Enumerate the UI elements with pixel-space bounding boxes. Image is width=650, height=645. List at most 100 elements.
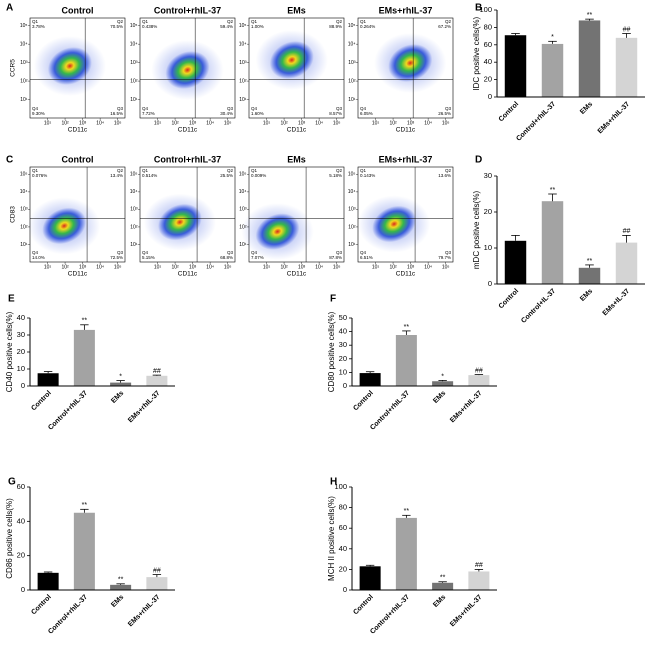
x-tick-label: EMs+IL-37 <box>602 288 632 318</box>
quadrant-percent: 6.05% <box>360 111 373 116</box>
quadrant-name: Q3 <box>117 106 124 111</box>
quadrant-percent: 0.143% <box>360 173 375 178</box>
x-tick-label: EMs <box>579 101 594 116</box>
x-tick-label: EMs <box>110 594 125 609</box>
quadrant-percent: 72.5% <box>110 255 123 260</box>
y-tick-label: 10² <box>130 78 138 84</box>
x-tick-label: EMs <box>110 390 125 405</box>
x-axis-label: CD11c <box>287 127 307 134</box>
bar <box>615 242 638 284</box>
x-tick-label: EMs+rhIL-37 <box>597 101 632 136</box>
x-tick-label: 10⁵ <box>224 120 232 126</box>
significance: ** <box>587 258 593 265</box>
y-tick-label: 10⁵ <box>20 172 28 178</box>
x-tick-label: 10² <box>389 264 397 270</box>
bar <box>73 512 95 590</box>
x-tick-label: 10¹ <box>154 264 162 270</box>
y-tick-label: 10³ <box>348 207 356 213</box>
bar <box>541 43 564 97</box>
y-tick-label: 40 <box>17 516 25 525</box>
x-tick-label: 10² <box>171 120 179 126</box>
x-tick-label: Control+rhIL-37 <box>515 101 557 143</box>
x-tick-label: 10³ <box>189 120 197 126</box>
bar <box>37 373 59 386</box>
y-tick-label: 10² <box>20 78 28 84</box>
quadrant-percent: 26.5% <box>438 111 451 116</box>
y-tick-label: 10⁴ <box>348 189 356 195</box>
significance: ** <box>82 318 88 325</box>
x-tick-label: 10² <box>171 264 179 270</box>
quadrant-percent: 14.0% <box>32 255 45 260</box>
quadrant-percent: 9.30% <box>32 111 45 116</box>
quadrant-name: Q4 <box>142 250 149 255</box>
bar <box>468 571 490 590</box>
plot-title: EMs+rhIL-37 <box>379 5 433 15</box>
plot-title: Control <box>62 154 94 164</box>
panel-letter: A <box>6 3 13 14</box>
x-tick-label: 10² <box>389 120 397 126</box>
quadrant-percent: 68.8% <box>220 255 233 260</box>
quadrant-percent: 0.438% <box>142 24 157 29</box>
y-tick-label: 10 <box>17 364 25 373</box>
quadrant-name: Q4 <box>360 106 367 111</box>
y-tick-label: 10⁴ <box>130 189 138 195</box>
x-tick-label: 10² <box>61 120 69 126</box>
x-tick-label: Control+rhIL-37 <box>369 594 411 636</box>
x-tick-label: Control <box>30 594 53 617</box>
bar <box>146 577 168 590</box>
quadrant-percent: 6.51% <box>360 255 373 260</box>
x-tick-label: EMs+rhIL-37 <box>449 594 484 629</box>
y-tick-label: 10⁵ <box>348 172 356 178</box>
quadrant-name: Q1 <box>251 168 258 173</box>
x-axis-label: CD11c <box>396 271 416 278</box>
y-tick-label: 0 <box>488 279 492 288</box>
x-tick-label: Control <box>30 390 53 413</box>
significance: ## <box>475 562 483 569</box>
y-tick-label: 10 <box>339 367 347 376</box>
y-tick-label: 10⁴ <box>348 42 356 48</box>
significance: * <box>119 373 122 380</box>
significance: * <box>441 373 444 380</box>
quadrant-name: Q3 <box>117 250 124 255</box>
y-tick-label: 10³ <box>130 60 138 66</box>
panel-letter: F <box>330 294 336 305</box>
plot-title: EMs+rhIL-37 <box>379 154 433 164</box>
x-tick-label: 10³ <box>79 264 87 270</box>
plot-title: Control+rhIL-37 <box>154 154 221 164</box>
y-tick-label: 10² <box>348 224 356 230</box>
quadrant-percent: 1.60% <box>251 111 264 116</box>
quadrant-name: Q1 <box>142 168 149 173</box>
significance: ## <box>153 368 161 375</box>
quadrant-name: Q4 <box>32 106 39 111</box>
y-tick-label: 40 <box>339 327 347 336</box>
y-axis-label: lDC positive cells(%) <box>472 16 481 90</box>
panel-letter: E <box>8 294 15 305</box>
quadrant-percent: 79.7% <box>438 255 451 260</box>
quadrant-percent: 13.6% <box>438 173 451 178</box>
y-tick-label: 20 <box>484 207 492 216</box>
x-tick-label: 10⁴ <box>424 264 432 270</box>
y-tick-label: 80 <box>339 503 347 512</box>
x-tick-label: 10¹ <box>372 120 380 126</box>
quadrant-percent: 67.2% <box>438 24 451 29</box>
panel-letter: H <box>330 477 337 488</box>
quadrant-name: Q3 <box>227 106 234 111</box>
y-tick-label: 10³ <box>348 60 356 66</box>
quadrant-name: Q3 <box>336 250 343 255</box>
x-tick-label: 10¹ <box>44 120 52 126</box>
x-tick-label: Control+rhIL-37 <box>47 390 89 432</box>
quadrant-percent: 16.5% <box>110 111 123 116</box>
bar <box>432 381 454 386</box>
plot-title: EMs <box>287 5 306 15</box>
y-tick-label: 10¹ <box>130 242 138 248</box>
density-core <box>158 203 202 241</box>
x-tick-label: 10⁴ <box>206 120 214 126</box>
bar <box>468 375 490 386</box>
x-tick-label: Control+rhIL-37 <box>369 390 411 432</box>
y-axis-label: CCR5 <box>10 59 17 77</box>
quadrant-name: Q2 <box>227 168 234 173</box>
quadrant-percent: 3.78% <box>32 24 45 29</box>
x-tick-label: 10³ <box>298 120 306 126</box>
y-tick-label: 10⁵ <box>239 23 247 29</box>
quadrant-percent: 8.57% <box>329 111 342 116</box>
